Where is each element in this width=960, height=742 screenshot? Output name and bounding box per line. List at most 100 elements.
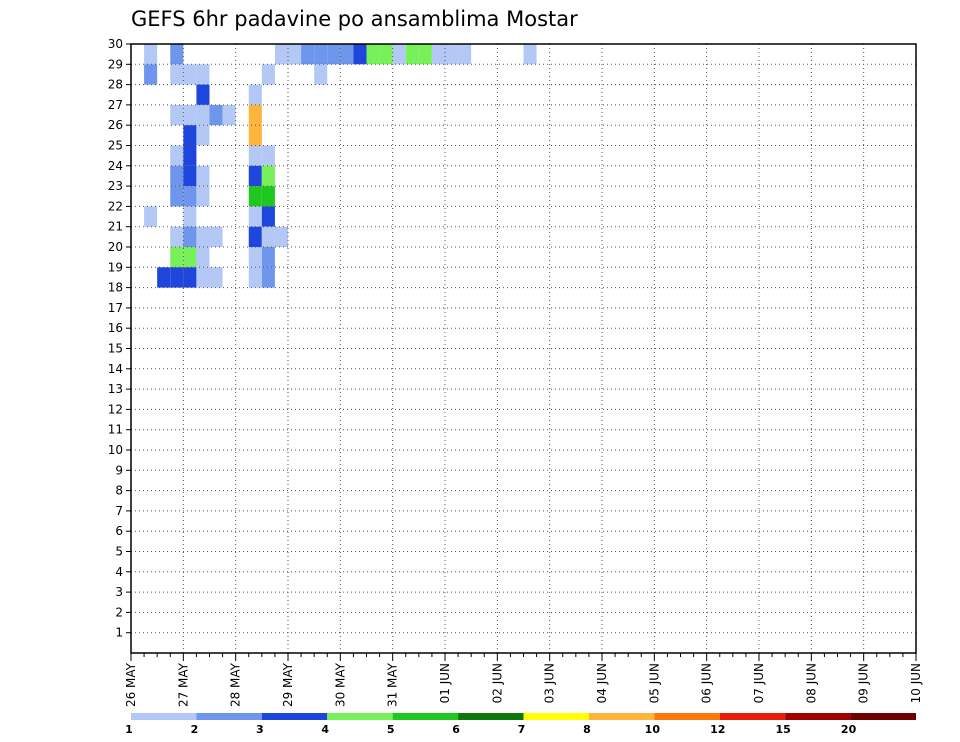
y-tick-label: 18 [108,281,123,295]
x-tick-label: 31 MAY [386,662,400,707]
heatmap-cell [170,165,184,187]
heatmap-cell [196,247,210,268]
colorbar-tick-label: 6 [452,723,460,736]
y-tick-label: 10 [108,443,123,457]
colorbar-swatch [785,713,851,720]
heatmap-cell [183,206,197,227]
colorbar-swatch [327,713,393,720]
y-tick-label: 5 [115,545,123,559]
heatmap-cell [274,226,288,247]
y-tick-label: 29 [108,57,123,71]
heatmap-cell [248,267,262,288]
heatmap-cell [458,44,472,65]
y-tick-label: 26 [108,118,123,132]
heatmap-cell [170,64,184,85]
x-axis: 26 MAY 27 MAY 28 MAY 29 MAY 30 MAY 31 MAY 01 J… [124,653,923,707]
colorbar-tick-label: 12 [710,723,725,736]
heatmap-cell [144,206,158,227]
heatmap-cell [314,64,328,85]
y-tick-label: 14 [108,362,123,376]
heatmap-cell [261,206,275,227]
heatmap-cell [170,186,184,207]
colorbar-swatch [261,713,328,720]
x-tick-label: 27 MAY [176,662,190,707]
heatmap-cell [157,267,171,288]
heatmap-cell [209,267,223,288]
colorbar-tick-label: 5 [387,723,395,736]
heatmap-cell [248,247,262,268]
x-tick-label: 26 MAY [124,662,138,707]
heatmap-cell [170,44,184,65]
heatmap-cell [170,267,184,288]
heatmap-cell [196,186,210,207]
heatmap-cell [379,44,393,65]
heatmap-cell [209,226,223,247]
heatmap-cell [261,145,275,166]
heatmap-cell [183,186,197,207]
y-tick-label: 7 [115,504,123,518]
heatmap-cell [261,226,275,247]
x-tick-label: 29 MAY [281,662,295,707]
heatmap-cell [261,186,275,207]
y-tick-label: 15 [108,342,123,356]
heatmap-cell [248,104,262,126]
colorbar-tick-label: 10 [645,723,661,736]
y-tick-label: 3 [115,585,123,599]
heatmap-cell [183,226,197,247]
heatmap-cell [301,44,315,65]
colorbar-tick-label: 2 [191,723,199,736]
heatmap-cell [183,104,197,126]
y-tick-label: 20 [108,240,123,254]
heatmap-cell [431,44,445,65]
colorbar-swatch [850,713,916,720]
x-tick-label: 03 JUN [543,663,557,703]
y-tick-label: 13 [108,382,123,396]
colorbar-swatch [588,713,655,720]
colorbar-swatch [523,713,589,720]
y-tick-label: 12 [108,402,123,416]
heatmap-cell [261,247,275,268]
heatmap-cell [327,44,341,65]
heatmap-cell [183,247,197,268]
x-tick-label: 08 JUN [804,663,818,703]
heatmap-cell [366,44,380,65]
heatmap-cell [288,44,302,65]
y-tick-label: 6 [115,524,123,538]
heatmap-cell [170,145,184,166]
colorbar-swatch [654,713,720,720]
heatmap-cell [196,267,210,288]
colorbar-swatch [458,713,524,720]
heatmap-cell [248,165,262,187]
y-tick-label: 17 [108,301,123,315]
colorbar-tick-label: 3 [256,723,264,736]
heatmap-cell [196,84,210,105]
heatmap-cell [445,44,459,65]
heatmap-cell [261,267,275,288]
colorbar: 1 2 3 4 5 6 7 8 10 12 15 20 [125,713,916,736]
heatmap-cell [209,104,223,126]
y-tick-label: 8 [115,484,123,498]
heatmap-cell [523,44,537,65]
x-tick-label: 30 MAY [333,662,347,707]
heatmap-cell [248,84,262,105]
colorbar-tick-label: 20 [841,723,857,736]
heatmap-cell [340,44,354,65]
y-tick-label: 27 [108,98,123,112]
y-tick-label: 23 [108,179,123,193]
heatmap-cell [248,125,262,146]
heatmap-cell [183,125,197,146]
heatmap-cell [353,44,367,65]
heatmap-cell [196,125,210,146]
colorbar-tick-label: 8 [583,723,591,736]
heatmap-cell [222,104,236,126]
y-tick-label: 30 [108,37,123,51]
x-tick-label: 04 JUN [595,663,609,703]
colorbar-swatch [131,713,197,720]
cells-layer [144,44,537,288]
colorbar-tick-label: 1 [125,723,133,736]
heatmap-cell [183,267,197,288]
heatmap-cell [248,145,262,166]
y-tick-label: 24 [108,159,123,173]
x-tick-label: 28 MAY [229,662,243,707]
